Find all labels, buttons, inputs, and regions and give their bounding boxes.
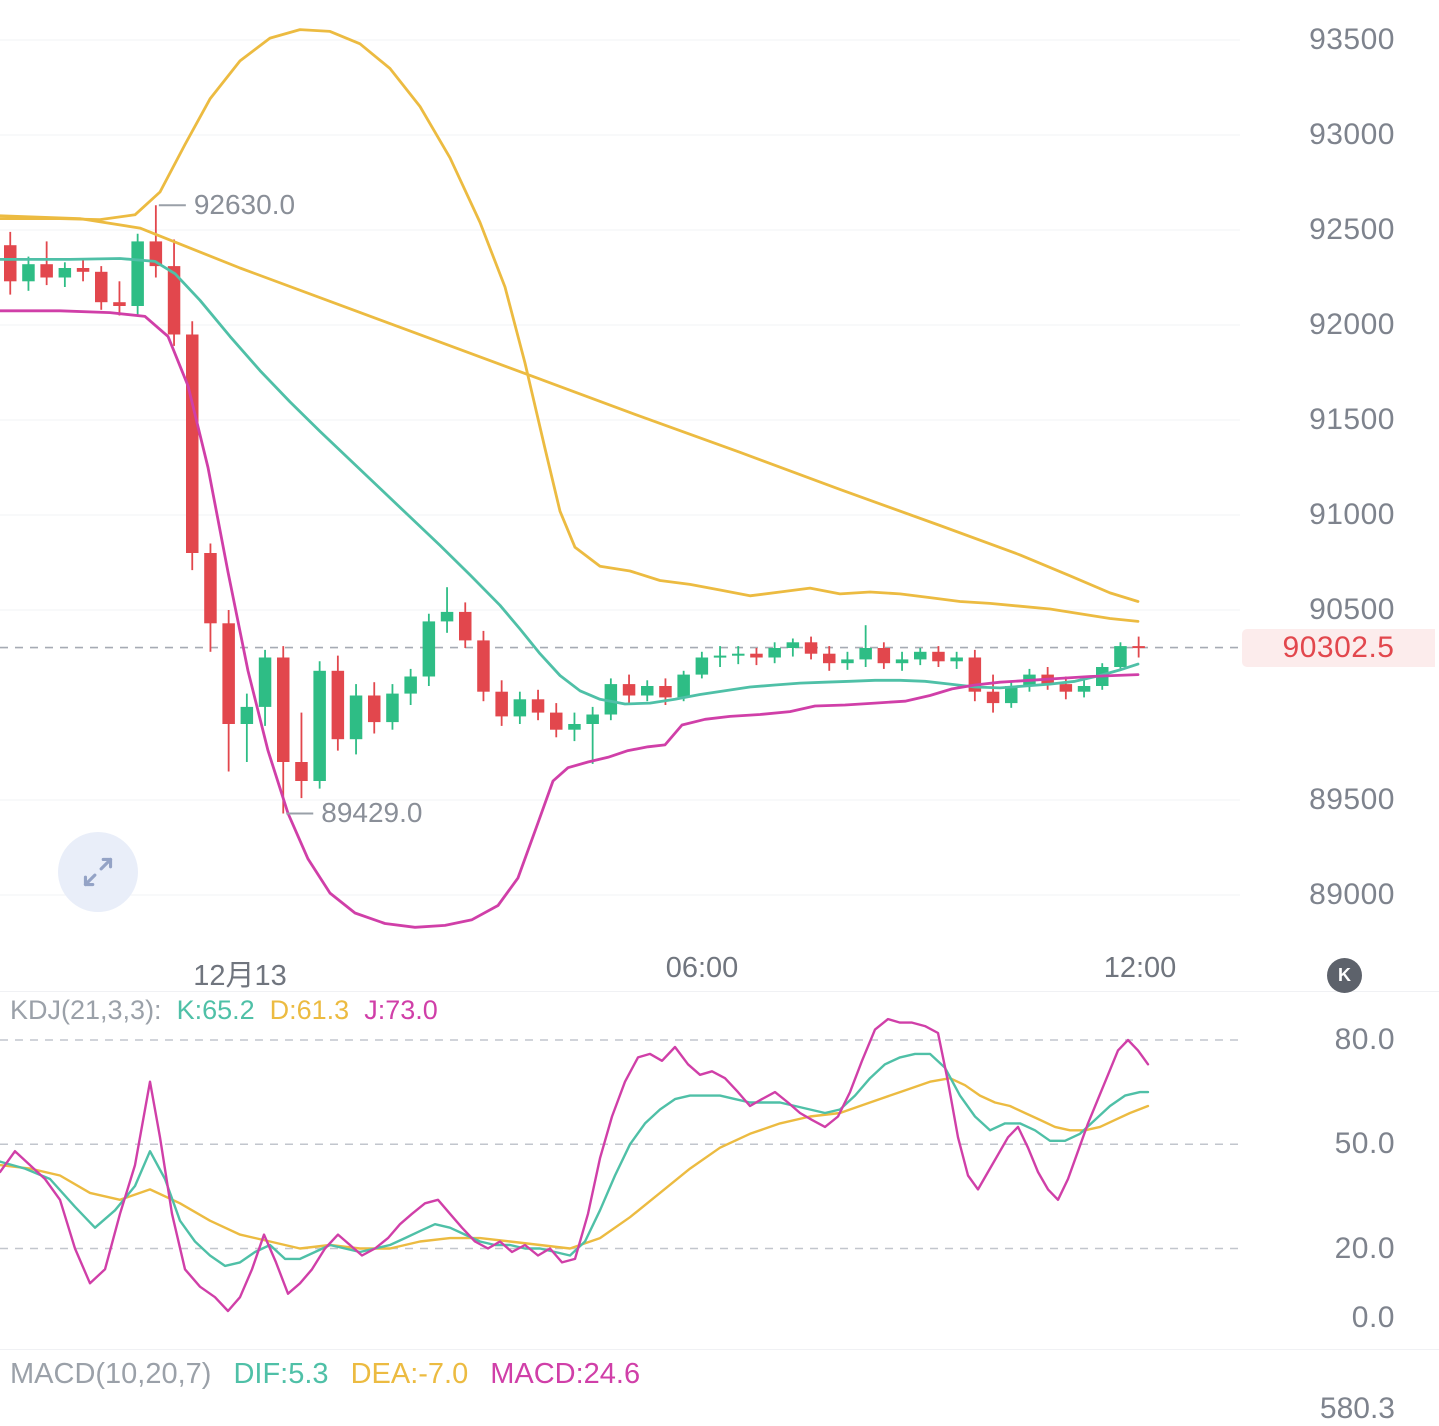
- price-axis-label: 93000: [1309, 118, 1395, 151]
- macd-legend[interactable]: MACD(10,20,7) DIF:5.3 DEA:-7.0 MACD:24.6: [10, 1358, 640, 1391]
- panel-separator: [0, 991, 1439, 992]
- kdj-indicator-lines: [0, 1017, 1150, 1313]
- price-axis-label: 92000: [1309, 308, 1395, 341]
- macd-title: MACD(10,20,7): [10, 1358, 212, 1390]
- kdj-axis-label: 50.0: [1334, 1127, 1395, 1161]
- kdj-axis-label: 0.0: [1351, 1301, 1395, 1334]
- kdj-axis-label: 20.0: [1334, 1231, 1395, 1265]
- price-axis-label: 92500: [1309, 213, 1395, 246]
- kdj-d-value: D:61.3: [269, 995, 350, 1025]
- expand-arrows-icon: [83, 857, 113, 887]
- price-axis: 93500 93000 92500 92000 91500 91000 90500 89500…: [1240, 0, 1439, 1417]
- price-axis-label: 90500: [1309, 593, 1395, 626]
- price-axis-label: 91500: [1309, 403, 1395, 436]
- price-axis-label: 91000: [1309, 498, 1395, 531]
- kdj-title: KDJ(21,3,3):: [10, 995, 162, 1025]
- kdj-axis-label: 80.0: [1334, 1023, 1395, 1056]
- high-low-markers: [158, 204, 314, 815]
- last-price-value: 90302.5: [1282, 631, 1395, 664]
- macd-macd-value: MACD:24.6: [490, 1358, 641, 1390]
- macd-dif-value: DIF:5.3: [233, 1358, 329, 1390]
- candlestick-series: [4, 205, 1145, 814]
- expand-chart-button[interactable]: [58, 832, 138, 912]
- price-axis-label: 93500: [1309, 23, 1395, 56]
- low-price-label: 89429.0: [321, 797, 423, 829]
- macd-axis-label: 580.3: [1319, 1392, 1395, 1425]
- kdj-gridlines: [0, 1039, 1240, 1250]
- macd-dea-value: DEA:-7.0: [350, 1358, 469, 1390]
- kdj-j-value: J:73.0: [364, 995, 438, 1025]
- price-axis-label: 89500: [1309, 783, 1395, 816]
- kdj-k-value: K:65.2: [176, 995, 255, 1025]
- time-axis-label: 12月13: [193, 960, 287, 992]
- panel-separator: [0, 1349, 1439, 1350]
- time-axis-label: 06:00: [665, 952, 739, 984]
- price-axis-label: 89000: [1309, 878, 1395, 911]
- kdj-legend[interactable]: KDJ(21,3,3): K:65.2 D:61.3 J:73.0: [10, 995, 438, 1026]
- high-price-label: 92630.0: [193, 189, 296, 221]
- kline-interval-badge[interactable]: K: [1327, 958, 1362, 993]
- ma-band-lines: [0, 28, 1140, 929]
- last-price-badge[interactable]: 90302.5: [1242, 629, 1435, 667]
- time-axis-label: 12:00: [1103, 952, 1177, 984]
